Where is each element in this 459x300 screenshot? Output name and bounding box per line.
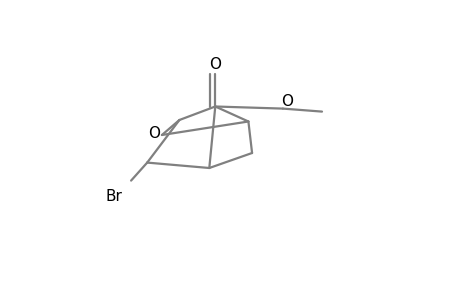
Text: O: O (148, 126, 160, 141)
Text: Br: Br (106, 189, 122, 204)
Text: O: O (209, 57, 221, 72)
Text: O: O (281, 94, 293, 110)
